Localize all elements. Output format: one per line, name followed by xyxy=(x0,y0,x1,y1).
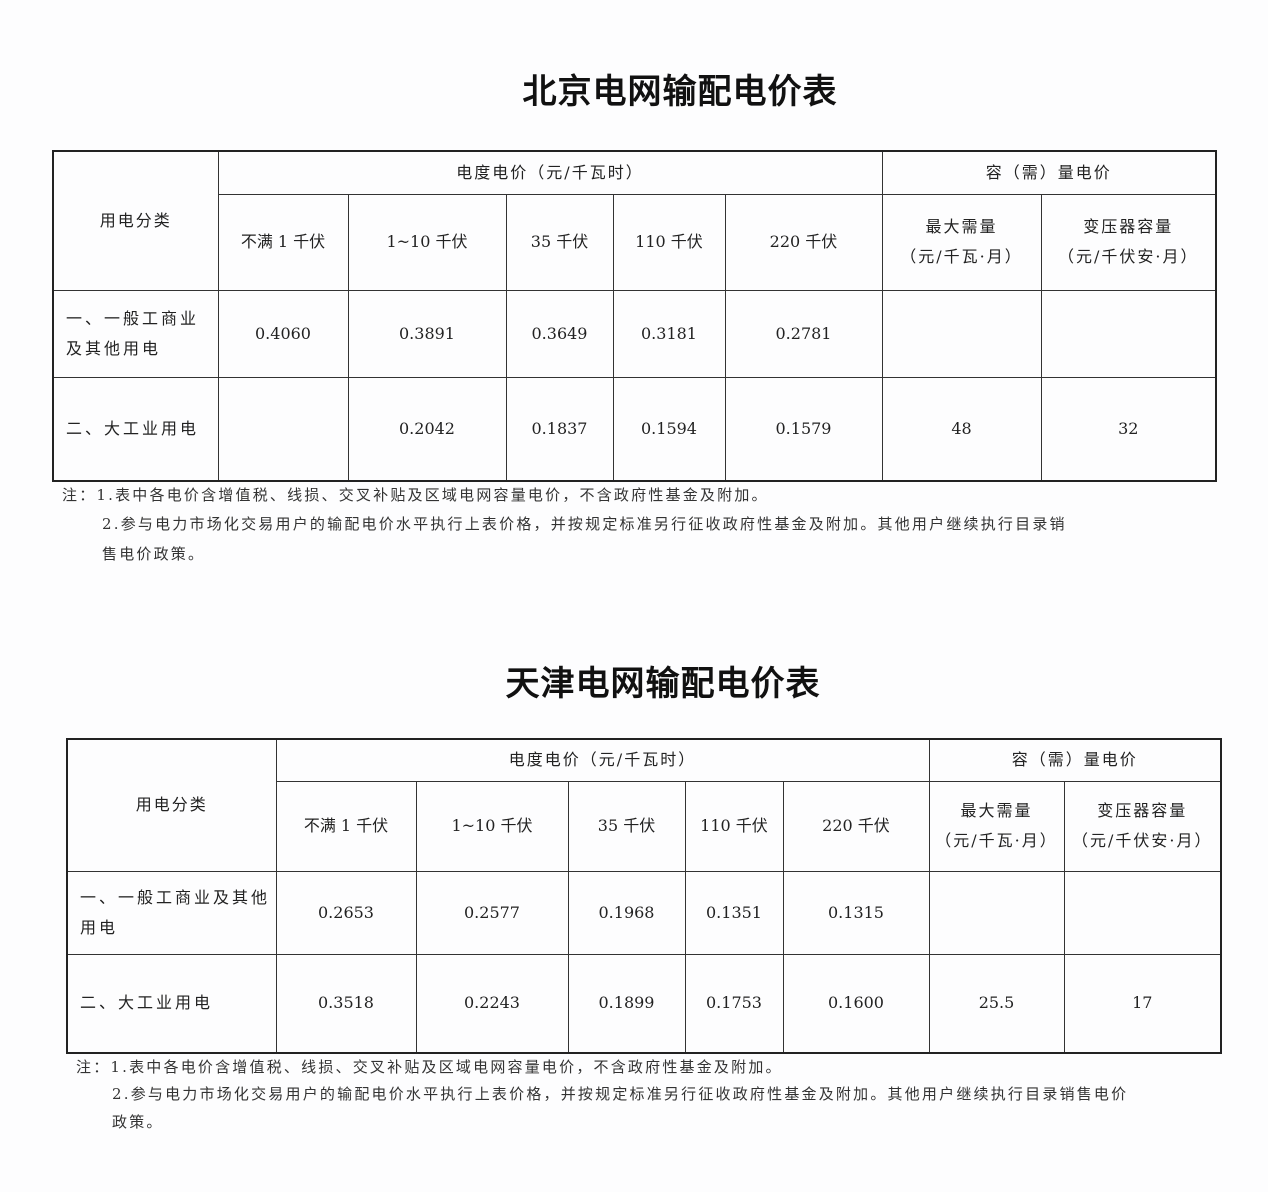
voltage-level-header: 220 千伏 xyxy=(724,193,883,291)
price-cell xyxy=(881,289,1042,378)
price-cell: 17 xyxy=(1063,953,1222,1054)
table-title: 天津电网输配电价表 xyxy=(505,664,821,704)
energy-price-header: 电度电价（元/千瓦时） xyxy=(217,150,883,195)
price-cell: 0.2243 xyxy=(415,953,569,1054)
table-row: 二、大工业用电 0.2042 0.1837 0.1594 0.1579 48 32 xyxy=(52,376,1217,482)
subheader-row: 不满 1 千伏 1~10 千伏 35 千伏 110 千伏 220 千伏 最大需量 （元/千瓦… xyxy=(53,193,1217,291)
row-category: 一、一般工商业及其他用电 xyxy=(66,870,277,955)
capacity-column-header: 最大需量 （元/千瓦·月） xyxy=(928,780,1065,872)
price-cell: 0.2653 xyxy=(275,870,417,955)
table-note: 注：1.表中各电价含增值税、线损、交叉补贴及区域电网容量电价，不含政府性基金及附… xyxy=(76,1058,783,1076)
capacity-header-line: （元/千伏安·月） xyxy=(1072,831,1213,850)
price-table: 用电分类 电度电价（元/千瓦时） 容（需）量电价 不满 1 千伏 1~10 千伏 35 千… xyxy=(52,150,1218,482)
table-note: 2.参与电力市场化交易用户的输配电价水平执行上表价格，并按规定标准另行征收政府性… xyxy=(102,515,1067,533)
row-category: 一、一般工商业及其他用电 xyxy=(52,289,219,378)
capacity-header-line: （元/千伏安·月） xyxy=(1058,247,1199,266)
price-cell: 25.5 xyxy=(928,953,1065,1054)
voltage-level-header: 110 千伏 xyxy=(684,780,784,872)
voltage-level-header: 不满 1 千伏 xyxy=(217,193,349,291)
voltage-level-header: 35 千伏 xyxy=(505,193,614,291)
price-cell: 0.2781 xyxy=(724,289,883,378)
table-title: 北京电网输配电价表 xyxy=(522,72,838,112)
price-cell: 0.4060 xyxy=(217,289,349,378)
price-cell: 0.3649 xyxy=(505,289,614,378)
price-cell: 0.1600 xyxy=(782,953,930,1054)
table-note: 2.参与电力市场化交易用户的输配电价水平执行上表价格，并按规定标准另行征收政府性… xyxy=(112,1085,1129,1103)
price-cell: 0.1579 xyxy=(724,376,883,482)
voltage-level-header: 110 千伏 xyxy=(612,193,726,291)
price-cell: 0.3518 xyxy=(275,953,417,1054)
price-cell: 0.1899 xyxy=(567,953,686,1054)
price-cell: 32 xyxy=(1040,376,1217,482)
price-cell: 0.1753 xyxy=(684,953,784,1054)
energy-price-header: 电度电价（元/千瓦时） xyxy=(275,738,930,782)
table-note: 注：1.表中各电价含增值税、线损、交叉补贴及区域电网容量电价，不含政府性基金及附… xyxy=(62,486,769,504)
capacity-header-line: （元/千瓦·月） xyxy=(935,831,1058,850)
table-row: 二、大工业用电 0.3518 0.2243 0.1899 0.1753 0.1600 25.… xyxy=(66,953,1222,1054)
voltage-level-header: 1~10 千伏 xyxy=(415,780,569,872)
capacity-header-line: 最大需量 xyxy=(960,801,1033,820)
capacity-header-line: 变压器容量 xyxy=(1083,217,1174,236)
table-row: 一、一般工商业及其他用电 0.2653 0.2577 0.1968 0.1351 0.13… xyxy=(66,870,1222,955)
capacity-column-header: 变压器容量 （元/千伏安·月） xyxy=(1063,780,1222,872)
voltage-level-header: 220 千伏 xyxy=(782,780,930,872)
table-note: 售电价政策。 xyxy=(102,545,206,563)
voltage-level-header: 35 千伏 xyxy=(567,780,686,872)
header-row: 用电分类 电度电价（元/千瓦时） 容（需）量电价 xyxy=(52,150,1217,291)
capacity-price-header: 容（需）量电价 xyxy=(928,738,1222,782)
subheader-row: 不满 1 千伏 1~10 千伏 35 千伏 110 千伏 220 千伏 最大需量 （元/千瓦… xyxy=(67,780,1222,872)
price-cell: 0.1351 xyxy=(684,870,784,955)
table-row: 一、一般工商业及其他用电 0.4060 0.3891 0.3649 0.3181 0.27… xyxy=(52,289,1217,378)
price-table: 用电分类 电度电价（元/千瓦时） 容（需）量电价 不满 1 千伏 1~10 千伏 35 千… xyxy=(66,738,1223,1054)
category-header: 用电分类 xyxy=(66,738,277,872)
row-category: 二、大工业用电 xyxy=(52,376,219,482)
category-header: 用电分类 xyxy=(52,150,219,291)
capacity-header-line: 变压器容量 xyxy=(1097,801,1188,820)
capacity-price-header: 容（需）量电价 xyxy=(881,150,1217,195)
row-category: 二、大工业用电 xyxy=(66,953,277,1054)
price-cell xyxy=(217,376,349,482)
price-cell: 0.3181 xyxy=(612,289,726,378)
price-cell: 0.1837 xyxy=(505,376,614,482)
capacity-header-line: （元/千瓦·月） xyxy=(900,247,1023,266)
voltage-level-header: 不满 1 千伏 xyxy=(275,780,417,872)
capacity-header-line: 最大需量 xyxy=(925,217,998,236)
header-row: 用电分类 电度电价（元/千瓦时） 容（需）量电价 xyxy=(66,738,1222,872)
price-cell: 0.1594 xyxy=(612,376,726,482)
price-cell: 0.1315 xyxy=(782,870,930,955)
capacity-column-header: 变压器容量 （元/千伏安·月） xyxy=(1040,193,1217,291)
table-note: 政策。 xyxy=(112,1113,164,1131)
price-cell xyxy=(928,870,1065,955)
voltage-level-header: 1~10 千伏 xyxy=(347,193,507,291)
price-cell: 0.2577 xyxy=(415,870,569,955)
price-cell xyxy=(1040,289,1217,378)
capacity-column-header: 最大需量 （元/千瓦·月） xyxy=(881,193,1042,291)
price-cell: 48 xyxy=(881,376,1042,482)
price-cell: 0.2042 xyxy=(347,376,507,482)
price-cell: 0.1968 xyxy=(567,870,686,955)
price-cell: 0.3891 xyxy=(347,289,507,378)
price-cell xyxy=(1063,870,1222,955)
